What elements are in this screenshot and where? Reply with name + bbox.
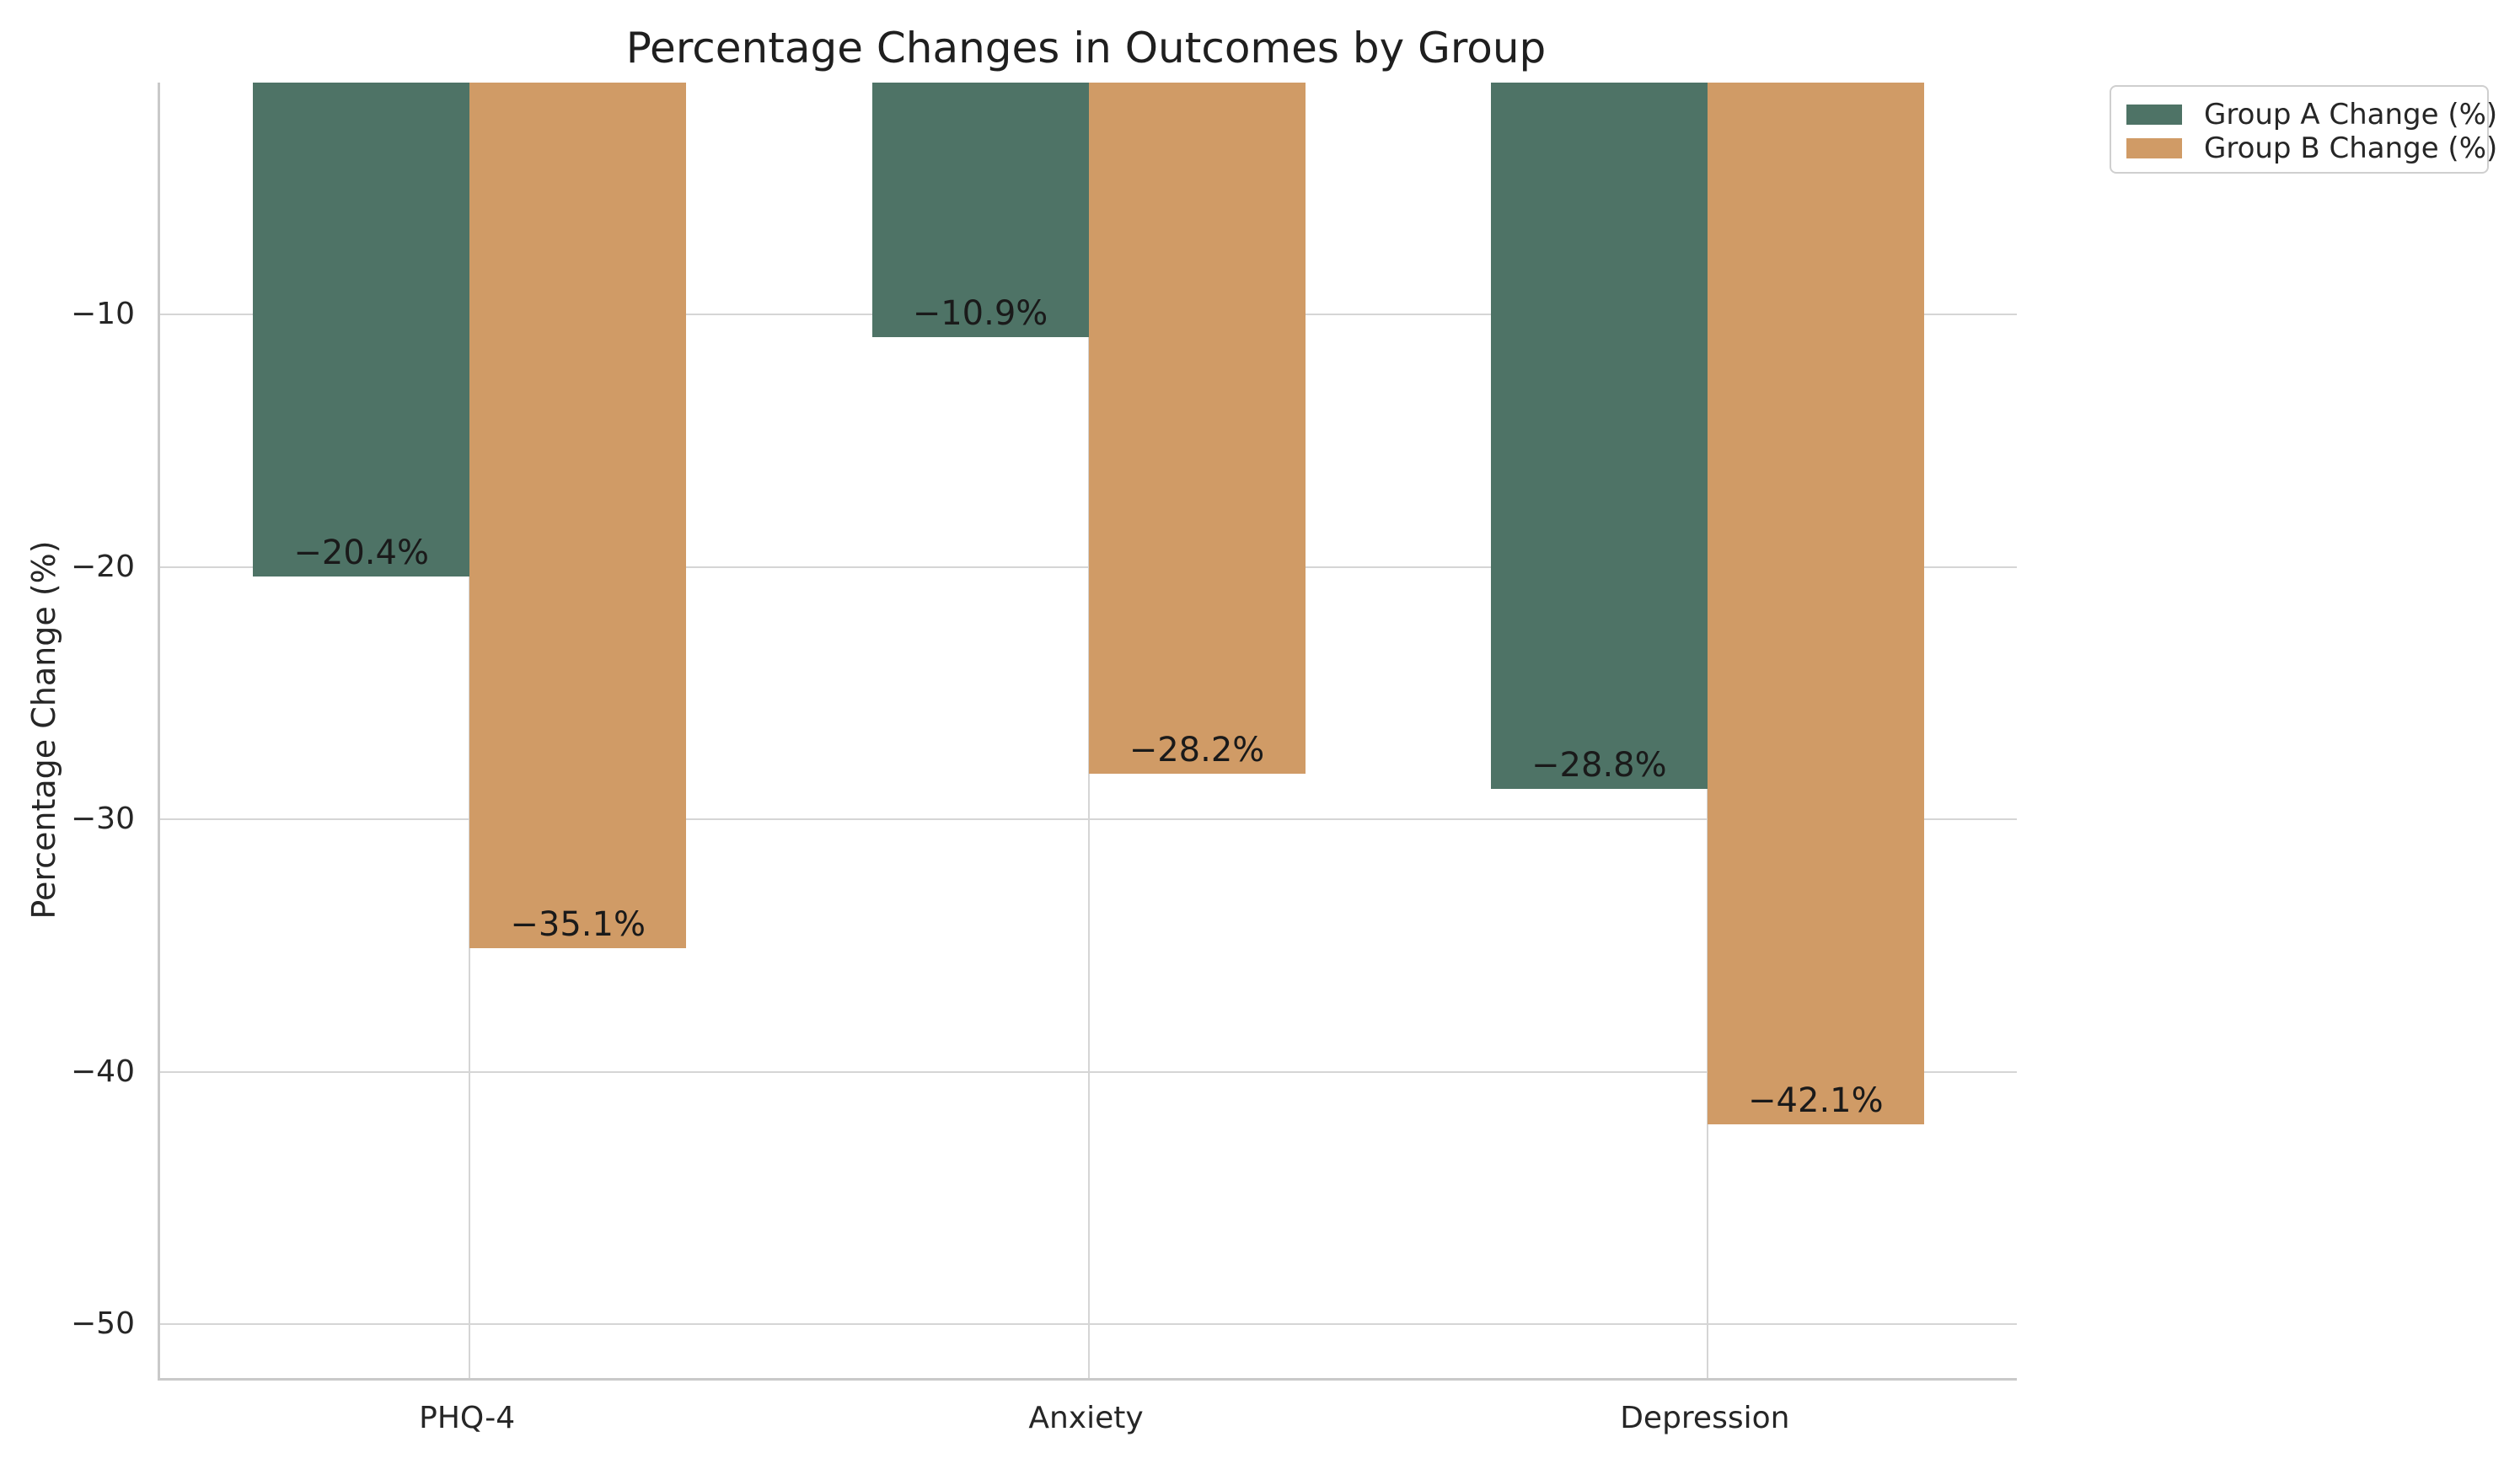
y-axis-label: Percentage Change (%) <box>25 540 62 920</box>
legend-item: Group B Change (%) <box>2126 131 2497 165</box>
legend-label: Group A Change (%) <box>2204 98 2498 131</box>
legend: Group A Change (%) Group B Change (%) <box>2110 85 2497 174</box>
bar <box>469 83 687 948</box>
legend-item: Group A Change (%) <box>2126 98 2497 131</box>
y-tick-label: −50 <box>71 1306 135 1341</box>
gridline-h <box>160 1323 2017 1325</box>
bar-value-label: −42.1% <box>1748 1081 1884 1121</box>
legend-swatch-icon <box>2126 138 2182 158</box>
y-tick-label: −20 <box>71 549 135 584</box>
y-tick-label: −10 <box>71 297 135 331</box>
bar-value-label: −28.2% <box>1129 731 1265 770</box>
bar-value-label: −28.8% <box>1531 746 1667 786</box>
bar <box>871 83 1089 337</box>
chart-title: Percentage Changes in Outcomes by Group <box>625 24 1547 72</box>
legend-label: Group B Change (%) <box>2204 131 2498 165</box>
bar <box>253 83 470 577</box>
bar-value-label: −20.4% <box>293 534 429 573</box>
bar <box>1707 83 1924 1125</box>
gridline-h <box>160 1070 2017 1073</box>
y-tick-label: −30 <box>71 802 135 836</box>
x-tick-label: PHQ-4 <box>419 1401 516 1435</box>
bar <box>1088 83 1306 775</box>
y-tick-label: −40 <box>71 1054 135 1089</box>
legend-swatch-icon <box>2126 105 2182 125</box>
bar <box>1490 83 1708 790</box>
gridline-h <box>160 818 2017 820</box>
bar-value-label: −35.1% <box>510 904 646 944</box>
x-tick-label: Anxiety <box>1028 1401 1144 1435</box>
x-tick-label: Depression <box>1620 1401 1790 1435</box>
plot-area: −20.4% −10.9% −28.8% −35.1% −28.2% −42.1% <box>158 83 2017 1381</box>
bar-value-label: −10.9% <box>912 293 1048 333</box>
